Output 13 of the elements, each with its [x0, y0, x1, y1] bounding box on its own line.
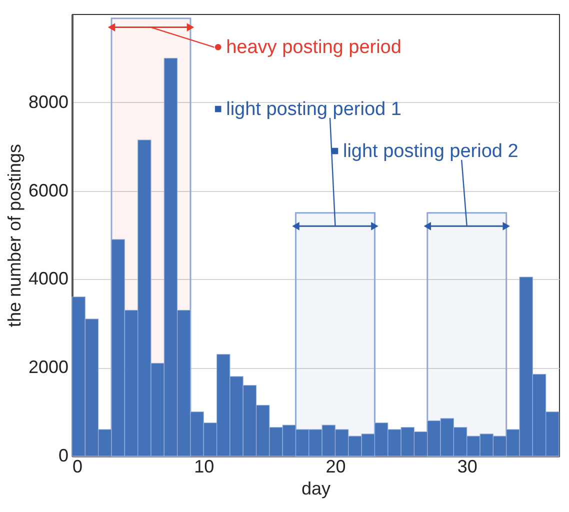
legend-label: light posting period 2 — [342, 141, 518, 162]
band-label: heavy posting period — [226, 37, 402, 58]
x-tick-label: 30 — [457, 456, 478, 476]
y-tick-label: 2000 — [28, 357, 68, 378]
x-tick-label: 20 — [326, 456, 346, 476]
legend-label: light posting period 1 — [226, 99, 402, 120]
y-tick-label: 4000 — [28, 268, 68, 289]
x-tick-label: 0 — [72, 456, 83, 476]
x-tick-label: 10 — [194, 456, 214, 476]
y-tick-label: 6000 — [28, 180, 68, 200]
y-tick-label: 8000 — [28, 92, 68, 112]
y-axis-title: the number of postings — [4, 144, 24, 328]
x-axis-title: day — [301, 478, 331, 498]
